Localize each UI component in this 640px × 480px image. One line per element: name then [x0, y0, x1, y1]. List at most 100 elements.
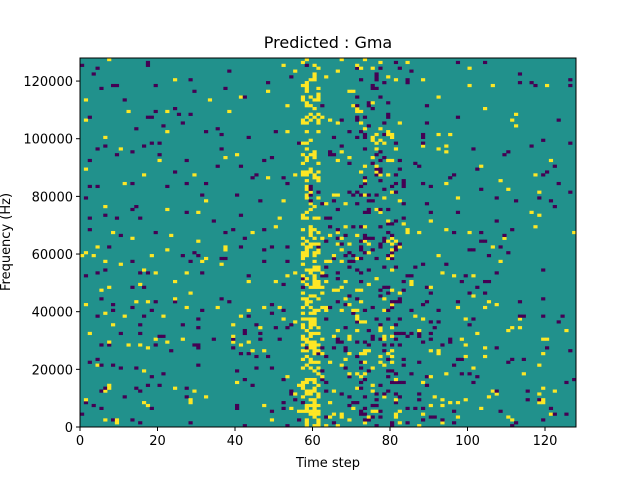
heatmap-cell [95, 184, 100, 189]
heatmap-cell [308, 300, 313, 304]
heatmap-cell [386, 101, 391, 105]
heatmap-cell [269, 156, 275, 160]
heatmap-cell [393, 415, 399, 419]
heatmap-cell [351, 89, 356, 93]
heatmap-cell [138, 216, 143, 220]
heatmap-cell [269, 418, 275, 422]
heatmap-cell [483, 239, 488, 243]
heatmap-cell [277, 337, 282, 341]
heatmap-cell [196, 363, 201, 367]
heatmap-cell [215, 164, 220, 168]
heatmap-cell [494, 271, 499, 275]
heatmap-cell [300, 274, 306, 278]
heatmap-cell [490, 245, 495, 249]
heatmap-cell [111, 418, 116, 422]
heatmap-cell [312, 331, 317, 336]
heatmap-cell [312, 279, 317, 284]
heatmap-cell [362, 147, 368, 151]
heatmap-cell [304, 389, 309, 393]
heatmap-cell [312, 236, 317, 240]
heatmap-cell [378, 337, 383, 341]
heatmap-cell [95, 357, 100, 361]
heatmap-cell [262, 158, 267, 163]
heatmap-cell [297, 409, 302, 413]
x-tick-label: 20 [149, 434, 166, 449]
heatmap-cell [444, 262, 449, 266]
heatmap-cell [285, 130, 290, 134]
heatmap-cell [479, 187, 484, 191]
heatmap-cell [397, 199, 402, 203]
heatmap-cell [386, 222, 391, 226]
heatmap-cell [246, 314, 251, 318]
heatmap-cell [533, 173, 538, 177]
heatmap-cell [552, 389, 557, 393]
heatmap-cell [304, 216, 309, 220]
heatmap-cell [281, 308, 286, 312]
heatmap-cell [335, 228, 340, 232]
heatmap-cell [393, 181, 399, 186]
heatmap-cell [312, 107, 317, 111]
heatmap-cell [335, 121, 340, 125]
heatmap-cell [382, 187, 387, 191]
heatmap-cell [308, 357, 313, 361]
heatmap-cell [324, 415, 329, 419]
heatmap-cell [355, 268, 360, 272]
heatmap-cell [130, 305, 135, 310]
heatmap-cell [304, 170, 309, 174]
heatmap-cell [80, 63, 85, 67]
plot-area [79, 57, 577, 428]
heatmap-cell [223, 230, 228, 235]
heatmap-cell [316, 349, 321, 353]
heatmap-cell [328, 305, 333, 310]
heatmap-cell [250, 176, 255, 180]
heatmap-cell [498, 179, 503, 183]
heatmap-cell [99, 297, 104, 301]
heatmap-cell [308, 412, 313, 416]
heatmap-cell [188, 78, 193, 82]
heatmap-cell [517, 72, 523, 76]
heatmap-cell [370, 83, 375, 88]
heatmap-cell [421, 380, 426, 385]
heatmap-cell [308, 320, 313, 324]
heatmap-cell [308, 170, 313, 174]
heatmap-cell [537, 213, 542, 217]
heatmap-cell [339, 248, 344, 252]
heatmap-cell [366, 328, 371, 333]
heatmap-cell [308, 305, 313, 310]
heatmap-cell [196, 317, 201, 321]
heatmap-cell [316, 112, 321, 116]
heatmap-cell [320, 115, 325, 119]
heatmap-cell [145, 300, 151, 304]
heatmap-cell [362, 132, 368, 137]
heatmap-cell [289, 389, 294, 393]
heatmap-cell [114, 153, 120, 157]
heatmap-cell [390, 349, 395, 353]
heatmap-cell [390, 334, 395, 338]
heatmap-cell [308, 403, 313, 408]
heatmap-cell [308, 245, 313, 249]
heatmap-cell [281, 377, 286, 382]
heatmap-cell [304, 158, 309, 163]
heatmap-cell [386, 291, 391, 295]
heatmap-cell [393, 323, 399, 327]
heatmap-cell [149, 375, 154, 379]
heatmap-cell [308, 326, 313, 330]
heatmap-cell [506, 328, 511, 333]
heatmap-cell [428, 320, 433, 324]
heatmap-cell [316, 176, 321, 180]
heatmap-cell [413, 265, 418, 269]
heatmap-cell [312, 63, 317, 67]
heatmap-cell [560, 314, 565, 318]
plot-frame [79, 57, 577, 428]
heatmap-cell [351, 259, 356, 263]
heatmap-cell [300, 279, 306, 284]
heatmap-cell [316, 190, 321, 194]
heatmap-cell [440, 271, 445, 275]
heatmap-cell [173, 78, 178, 82]
heatmap-cell [281, 317, 286, 321]
heatmap-cell [455, 210, 461, 214]
heatmap-cell [362, 372, 368, 376]
heatmap-cell [397, 167, 402, 171]
heatmap-cell [320, 236, 325, 240]
heatmap-cell [153, 337, 158, 341]
